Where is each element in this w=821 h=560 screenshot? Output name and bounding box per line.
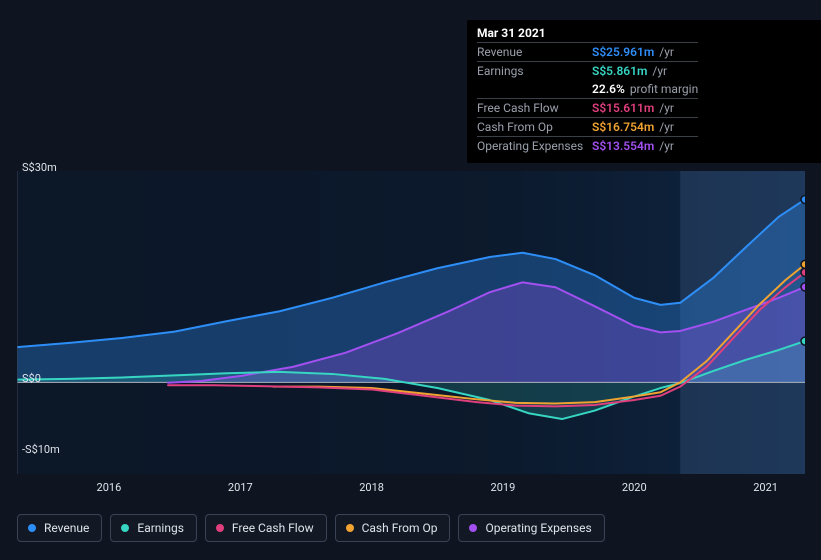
- tooltip-row-label: Earnings: [477, 62, 592, 81]
- legend-dot-icon: [121, 524, 129, 532]
- tooltip-title: Mar 31 2021: [477, 26, 815, 40]
- y-tick-label: S$30m: [22, 161, 57, 174]
- tooltip-row-value: S$16.754m /yr: [592, 118, 698, 137]
- tooltip-row-earnings: EarningsS$5.861m /yr: [477, 62, 698, 81]
- tooltip-row-revenue: RevenueS$25.961m /yr: [477, 43, 698, 62]
- legend-item-earnings[interactable]: Earnings: [110, 514, 197, 542]
- tooltip-value-number: 22.6%: [592, 82, 625, 96]
- legend-label: Operating Expenses: [485, 521, 591, 535]
- plot-area: [17, 171, 805, 474]
- tooltip-row-margin: 22.6% profit margin: [477, 80, 698, 99]
- tooltip-row-label: Operating Expenses: [477, 137, 592, 156]
- tooltip-row-opex: Operating ExpensesS$13.554m /yr: [477, 137, 698, 156]
- legend-label: Revenue: [44, 521, 89, 535]
- chart-container: S$30m S$0 -S$10m 2016 2017 2018 2019 2020 2021 Re…: [0, 0, 821, 560]
- tooltip-value-number: S$5.861m: [592, 64, 647, 78]
- legend-dot-icon: [216, 524, 224, 532]
- tooltip-row-label: Revenue: [477, 43, 592, 62]
- marker-earnings: [801, 337, 805, 345]
- tooltip-table: RevenueS$25.961m /yrEarningsS$5.861m /yr…: [477, 42, 698, 155]
- legend-label: Free Cash Flow: [232, 521, 314, 535]
- marker-revenue: [801, 195, 805, 203]
- tooltip-row-fcf: Free Cash FlowS$15.611m /yr: [477, 99, 698, 118]
- tooltip-value-unit: /yr: [649, 64, 667, 78]
- y-tick-label: S$0: [22, 372, 41, 385]
- y-tick-label: -S$10m: [22, 443, 60, 456]
- x-tick-label: 2021: [753, 481, 778, 494]
- legend-dot-icon: [469, 524, 477, 532]
- tooltip-row-value: S$5.861m /yr: [592, 62, 698, 81]
- legend-dot-icon: [28, 524, 36, 532]
- legend-label: Earnings: [137, 521, 184, 535]
- legend-item-cfo[interactable]: Cash From Op: [335, 514, 451, 542]
- tooltip-row-label: [477, 80, 592, 99]
- tooltip-row-cfo: Cash From OpS$16.754m /yr: [477, 118, 698, 137]
- legend-item-opex[interactable]: Operating Expenses: [458, 514, 604, 542]
- tooltip-value-number: S$25.961m: [592, 45, 654, 59]
- tooltip-value-unit: /yr: [656, 45, 674, 59]
- tooltip-row-value: S$13.554m /yr: [592, 137, 698, 156]
- tooltip-value-unit: /yr: [656, 120, 674, 134]
- marker-opex: [801, 283, 805, 291]
- x-tick-label: 2020: [622, 481, 647, 494]
- tooltip-value-unit: /yr: [656, 101, 674, 115]
- tooltip-row-label: Cash From Op: [477, 118, 592, 137]
- legend-item-revenue[interactable]: Revenue: [17, 514, 102, 542]
- tooltip-value-unit: /yr: [656, 139, 674, 153]
- x-tick-label: 2018: [359, 481, 384, 494]
- marker-fcf: [801, 268, 805, 276]
- tooltip: Mar 31 2021RevenueS$25.961m /yrEarningsS…: [467, 20, 821, 163]
- tooltip-value-number: S$13.554m: [592, 139, 654, 153]
- legend: Revenue Earnings Free Cash Flow Cash From O…: [17, 514, 605, 542]
- x-tick-label: 2019: [491, 481, 516, 494]
- legend-item-fcf[interactable]: Free Cash Flow: [205, 514, 327, 542]
- tooltip-value-number: S$15.611m: [592, 101, 654, 115]
- legend-dot-icon: [346, 524, 354, 532]
- tooltip-row-value: 22.6% profit margin: [592, 80, 698, 99]
- tooltip-value-number: S$16.754m: [592, 120, 654, 134]
- x-tick-label: 2016: [97, 481, 122, 494]
- x-tick-label: 2017: [228, 481, 253, 494]
- tooltip-row-value: S$25.961m /yr: [592, 43, 698, 62]
- tooltip-row-label: Free Cash Flow: [477, 99, 592, 118]
- legend-label: Cash From Op: [362, 521, 438, 535]
- tooltip-row-value: S$15.611m /yr: [592, 99, 698, 118]
- marker-cfo: [801, 260, 805, 268]
- tooltip-value-unit: profit margin: [627, 82, 698, 96]
